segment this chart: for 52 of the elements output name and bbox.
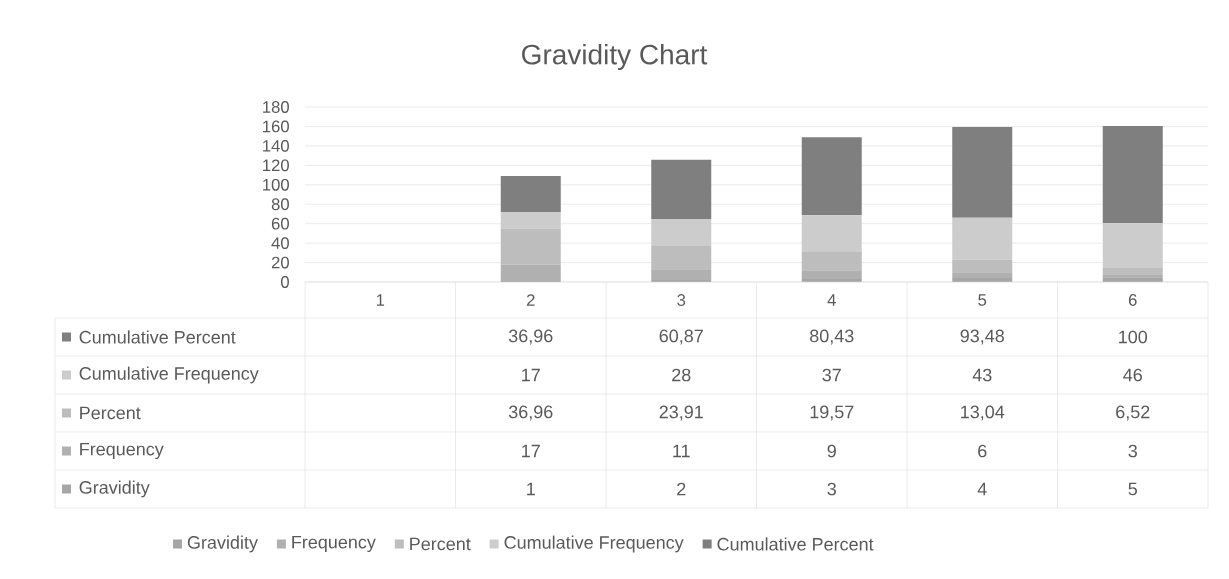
data-label: 4 — [977, 482, 987, 496]
data-label: 5 — [1128, 482, 1138, 496]
legend-label: Percent — [410, 537, 471, 551]
y-tick-label: 20 — [271, 256, 289, 269]
y-tick-label: 180 — [263, 101, 289, 113]
data-label: 17 — [522, 444, 540, 458]
text: Gravidity — [79, 480, 150, 498]
legend-label: Gravidity — [187, 535, 258, 553]
data-label: 6 — [978, 444, 987, 458]
data-label: 36,96 — [508, 329, 553, 345]
data-label: 80,43 — [810, 329, 854, 345]
legend-label: Frequency — [292, 535, 376, 553]
x-tick-label: 3 — [677, 294, 686, 306]
data-label: 3 — [1128, 444, 1137, 458]
data-label: 23,91 — [659, 405, 703, 421]
data-label: 9 — [827, 444, 836, 458]
data-label: 36,96 — [508, 405, 553, 421]
x-tick-label: 1 — [376, 294, 385, 306]
y-tick-label: 40 — [271, 237, 289, 250]
text: Cumulative Percent — [717, 537, 874, 551]
data-label: 2 — [677, 482, 686, 496]
y-tick-label: 160 — [263, 120, 289, 133]
data-label: 11 — [673, 444, 690, 458]
y-tick-label: 120 — [263, 159, 289, 172]
legend-label: Cumulative Frequency — [79, 366, 259, 384]
text: Cumulative Frequency — [504, 535, 684, 553]
x-tick-label: 5 — [978, 294, 987, 306]
y-tick-label: 0 — [281, 276, 289, 288]
text: Frequency — [80, 442, 164, 460]
x-tick-label: 2 — [526, 294, 535, 306]
data-label: 43 — [972, 368, 992, 382]
y-tick-label: 60 — [271, 217, 289, 230]
data-label: 3 — [827, 482, 836, 496]
data-label: 37 — [822, 368, 841, 382]
x-tick-label: 6 — [1128, 294, 1137, 306]
data-label: 1 — [527, 482, 535, 496]
chart-title: Gravidity Chart — [522, 43, 708, 71]
data-label: 46 — [1123, 368, 1142, 382]
data-label: 100 — [1119, 330, 1148, 344]
y-tick-label: 140 — [263, 140, 289, 152]
data-label: 60,87 — [659, 329, 703, 345]
data-label: 6,52 — [1116, 405, 1150, 421]
text: Percent — [80, 406, 141, 420]
data-label: 93,48 — [960, 329, 1004, 345]
y-tick-label: 80 — [271, 198, 289, 211]
data-label: 19,57 — [810, 405, 854, 421]
data-label: 17 — [522, 368, 540, 382]
y-tick-label: 100 — [263, 178, 289, 191]
data-label: 28 — [672, 368, 691, 382]
x-tick-label: 4 — [827, 294, 836, 306]
data-label: 13,04 — [961, 405, 1005, 421]
legend-label: Cumulative Percent — [79, 330, 236, 344]
